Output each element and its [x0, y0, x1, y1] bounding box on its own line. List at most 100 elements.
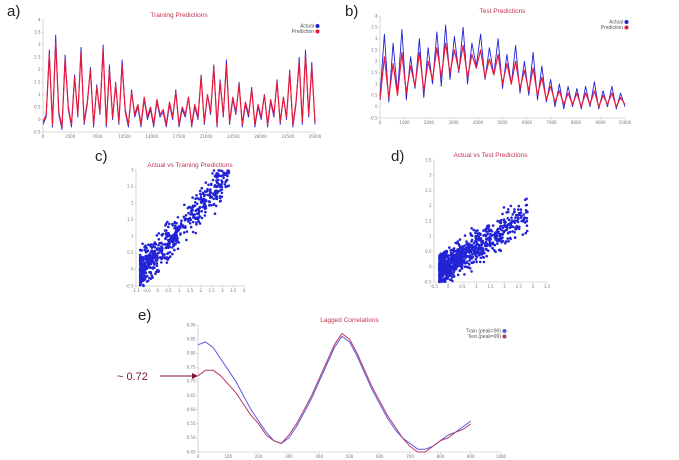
- series-line-1: [42, 41, 316, 128]
- scatter-point: [143, 245, 147, 248]
- y-tick-label: 0.80: [187, 351, 196, 356]
- scatter-point: [173, 235, 176, 238]
- scatter-point: [468, 255, 472, 259]
- scatter-point: [524, 231, 527, 235]
- scatter-point: [525, 203, 529, 207]
- x-tick-label: 0: [197, 454, 200, 459]
- scatter-point: [499, 225, 502, 228]
- scatter-point: [443, 254, 447, 258]
- scatter-point: [160, 241, 163, 245]
- scatter-point: [223, 183, 227, 186]
- y-tick-label: 2: [375, 59, 378, 64]
- y-tick-label: 0: [131, 267, 134, 272]
- x-tick-label: 7000: [92, 134, 103, 139]
- scatter-point: [482, 256, 486, 259]
- scatter-point: [140, 249, 144, 252]
- scatter-point: [483, 251, 486, 255]
- scatter-point: [203, 205, 206, 209]
- scatter-point: [508, 236, 512, 240]
- chart-lagged-correlations: 0 100 200 300 400 500 600 700 800 900 1000 0.45 0.50…: [187, 317, 507, 459]
- scatter-point: [460, 246, 464, 250]
- scatter-point: [154, 257, 157, 260]
- x-tick-label: 1000: [399, 120, 410, 125]
- scatter-point: [518, 213, 521, 217]
- scatter-point: [212, 203, 215, 207]
- scatter-point: [522, 213, 526, 216]
- scatter-point: [459, 249, 463, 252]
- scatter-point: [453, 258, 457, 262]
- scatter-point: [467, 245, 470, 249]
- x-tick-label: 1000: [496, 454, 507, 459]
- scatter-point: [172, 238, 175, 242]
- scatter-point: [149, 251, 152, 254]
- scatter-point: [454, 253, 458, 256]
- y-tick-label: 1: [131, 234, 134, 239]
- x-tick-label: 0: [379, 120, 382, 125]
- scatter-point: [479, 251, 483, 254]
- scatter-point: [463, 234, 467, 237]
- scatter-point: [142, 266, 146, 270]
- scatter-point: [488, 244, 492, 248]
- x-tick-label: 8000: [571, 120, 582, 125]
- scatter-point: [521, 233, 525, 236]
- scatter-point: [443, 252, 446, 256]
- scatter-point: [519, 208, 523, 211]
- scatter-point: [463, 258, 466, 262]
- scatter-point: [166, 251, 170, 255]
- y-tick-label: 0.60: [187, 407, 196, 412]
- scatter-point: [459, 253, 463, 257]
- scatter-point: [148, 260, 152, 263]
- scatter-point: [458, 238, 462, 241]
- x-tick-label: 3.5: [230, 288, 237, 293]
- scatter-point: [139, 280, 142, 284]
- scatter-point: [222, 171, 226, 175]
- scatter-point: [220, 169, 224, 173]
- y-tick-label: 2: [131, 200, 134, 205]
- scatter-point: [505, 240, 508, 243]
- x-tick-label: -1.1: [132, 288, 140, 293]
- scatter-point: [478, 237, 482, 240]
- scatter-point: [194, 231, 198, 235]
- scatter-point: [491, 224, 495, 227]
- y-tick-label: 0.5: [425, 249, 432, 254]
- scatter-point: [461, 258, 464, 262]
- scatter-point: [139, 258, 142, 262]
- scatter-point: [470, 234, 474, 237]
- scatter-point: [438, 264, 441, 268]
- scatter-point: [468, 259, 471, 262]
- scatter-point: [474, 231, 477, 235]
- scatter-point: [172, 242, 176, 246]
- legend-label: Actual: [609, 20, 623, 26]
- y-tick-label: 0: [375, 104, 378, 109]
- scatter-point: [143, 248, 146, 252]
- scatter-point: [201, 192, 205, 196]
- scatter-point: [483, 242, 487, 246]
- scatter-point: [176, 239, 179, 242]
- scatter-point: [525, 216, 529, 220]
- scatter-point: [506, 217, 510, 220]
- scatter-point: [175, 230, 179, 234]
- scatter-point: [195, 202, 199, 206]
- scatter-point: [155, 264, 159, 268]
- y-tick-label: 1: [375, 81, 378, 86]
- legend-swatch: [624, 20, 629, 24]
- scatter-point: [154, 272, 157, 276]
- scatter-point: [462, 255, 466, 259]
- scatter-point: [193, 201, 197, 204]
- y-tick-label: 0.5: [34, 104, 41, 109]
- scatter-point: [176, 236, 179, 240]
- scatter-point: [154, 243, 157, 246]
- scatter-point: [507, 240, 510, 243]
- x-tick-label: 3500: [65, 134, 76, 139]
- scatter-point: [195, 217, 199, 220]
- scatter-point: [197, 209, 201, 212]
- scatter-point: [148, 266, 152, 270]
- scatter-point: [503, 242, 507, 245]
- x-tick-label: 4: [243, 288, 246, 293]
- scatter-point: [144, 264, 148, 268]
- scatter-point: [447, 254, 451, 257]
- legend-label: Actual: [300, 24, 314, 30]
- scatter-point: [477, 251, 480, 255]
- scatter-point: [139, 263, 142, 266]
- scatter-point: [486, 249, 490, 252]
